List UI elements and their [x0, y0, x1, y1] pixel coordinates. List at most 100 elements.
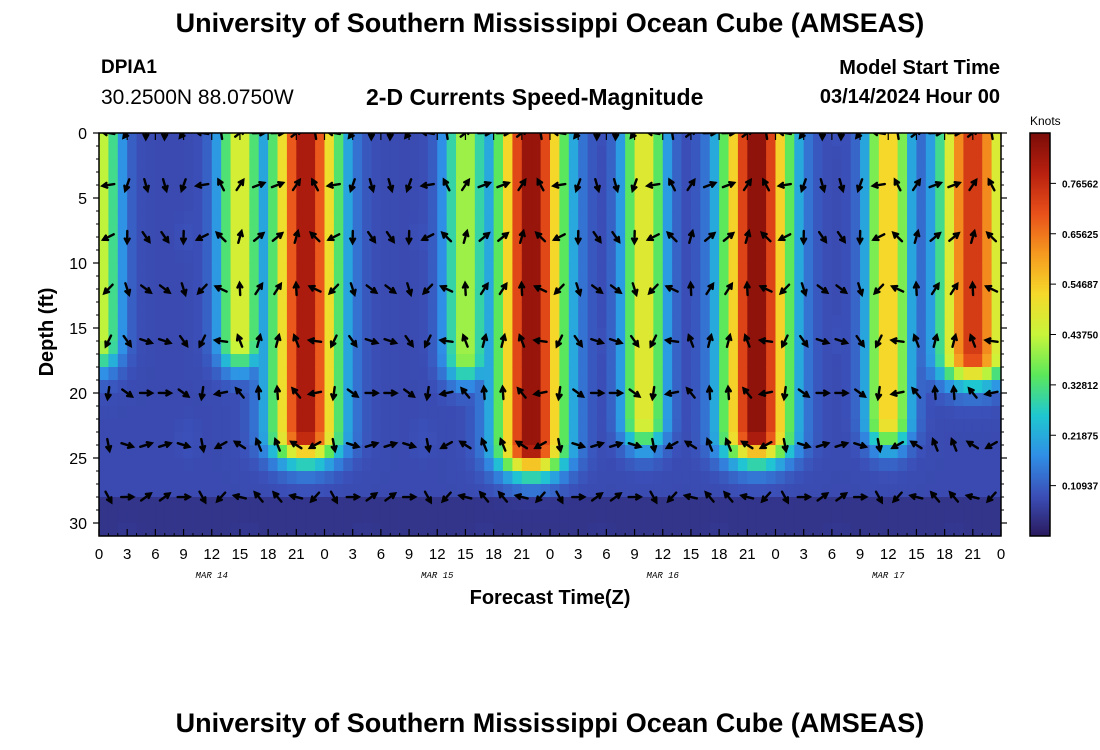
heatmap-cell: [653, 458, 664, 472]
heatmap-cell: [164, 289, 175, 303]
heatmap-cell: [540, 393, 551, 407]
heatmap-cell: [484, 172, 495, 186]
heatmap-cell: [99, 484, 109, 498]
heatmap-cell: [380, 367, 391, 381]
heatmap-cell: [982, 276, 993, 290]
heatmap-cell: [174, 211, 185, 225]
heatmap-cell: [982, 328, 993, 342]
heatmap-cell: [737, 445, 748, 459]
heatmap-cell: [982, 250, 993, 264]
heatmap-cell: [258, 172, 269, 186]
heatmap-cell: [662, 172, 673, 186]
heatmap-cell: [164, 133, 175, 147]
heatmap-cell: [493, 237, 504, 251]
heatmap-cell: [474, 263, 485, 277]
heatmap-cell: [766, 289, 777, 303]
heatmap-cell: [277, 445, 288, 459]
heatmap-cell: [813, 146, 824, 160]
heatmap-cell: [991, 159, 1001, 173]
heatmap-cell: [474, 393, 485, 407]
heatmap-cell: [211, 185, 222, 199]
heatmap-cell: [296, 276, 307, 290]
heatmap-cell: [258, 289, 269, 303]
heatmap-cell: [568, 393, 579, 407]
current-vector-arrow: [889, 389, 905, 397]
heatmap-cell: [690, 159, 701, 173]
heatmap-cell: [239, 523, 250, 536]
heatmap-cell: [249, 185, 260, 199]
current-vector-arrow: [194, 233, 209, 242]
heatmap-cell: [954, 510, 965, 524]
heatmap-cell: [559, 315, 570, 329]
heatmap-cell: [512, 276, 523, 290]
heatmap-cell: [813, 315, 824, 329]
heatmap-cell: [831, 237, 842, 251]
heatmap-cell: [221, 172, 232, 186]
heatmap-cell: [756, 146, 767, 160]
heatmap-cell: [343, 393, 354, 407]
heatmap-cell: [324, 419, 335, 433]
heatmap-cell: [907, 484, 918, 498]
heatmap-cell: [907, 510, 918, 524]
heatmap-cell: [972, 510, 983, 524]
heatmap-cell: [756, 354, 767, 368]
heatmap-cell: [737, 380, 748, 394]
heatmap-cell: [634, 354, 645, 368]
heatmap-cell: [99, 354, 109, 368]
heatmap-cell: [296, 341, 307, 355]
heatmap-cell: [719, 237, 730, 251]
heatmap-cell: [409, 510, 420, 524]
heatmap-cell: [427, 198, 438, 212]
heatmap-cell: [108, 393, 119, 407]
heatmap-cell: [465, 393, 476, 407]
current-vector-arrow: [121, 388, 135, 398]
heatmap-cell: [625, 289, 636, 303]
heatmap-cell: [916, 185, 927, 199]
heatmap-cell: [860, 432, 871, 446]
heatmap-cell: [343, 484, 354, 498]
heatmap-cell: [249, 354, 260, 368]
heatmap-cell: [737, 185, 748, 199]
current-vector-arrow: [176, 493, 193, 501]
heatmap-cell: [747, 497, 758, 511]
heatmap-cell: [221, 146, 232, 160]
heatmap-cell: [230, 484, 241, 498]
heatmap-cell: [756, 406, 767, 420]
heatmap-cell: [963, 250, 974, 264]
x-tick-label: 9: [179, 546, 187, 563]
heatmap-cell: [127, 523, 138, 536]
heatmap-cell: [822, 302, 833, 316]
heatmap-cell: [164, 523, 175, 536]
heatmap-cell: [766, 445, 777, 459]
heatmap-cell: [822, 250, 833, 264]
heatmap-cell: [869, 523, 880, 536]
current-vector-arrow: [908, 493, 924, 501]
heatmap-cell: [127, 471, 138, 485]
heatmap-cell: [653, 250, 664, 264]
heatmap-cell: [136, 237, 147, 251]
current-vector-arrow: [292, 280, 300, 297]
heatmap-cell: [324, 354, 335, 368]
current-vector-arrow: [158, 284, 172, 295]
current-vector-arrow: [722, 490, 734, 503]
heatmap-cell: [493, 406, 504, 420]
y-tick-label: 30: [69, 516, 87, 533]
current-vector-arrow: [590, 492, 604, 502]
heatmap-cell: [606, 263, 617, 277]
heatmap-cell: [954, 315, 965, 329]
heatmap-cell: [869, 510, 880, 524]
heatmap-cell: [474, 250, 485, 264]
current-vector-arrow: [796, 493, 813, 501]
heatmap-cell: [634, 497, 645, 511]
heatmap-cell: [860, 523, 871, 536]
heatmap-cell: [512, 224, 523, 238]
heatmap-cell: [756, 211, 767, 225]
current-vector-arrow: [950, 332, 958, 348]
heatmap-cell: [897, 497, 908, 511]
heatmap-cell: [925, 302, 936, 316]
heatmap-cell: [991, 198, 1001, 212]
heatmap-cell: [484, 393, 495, 407]
heatmap-cell: [766, 510, 777, 524]
current-vector-arrow: [499, 437, 507, 452]
heatmap-cell: [362, 315, 373, 329]
